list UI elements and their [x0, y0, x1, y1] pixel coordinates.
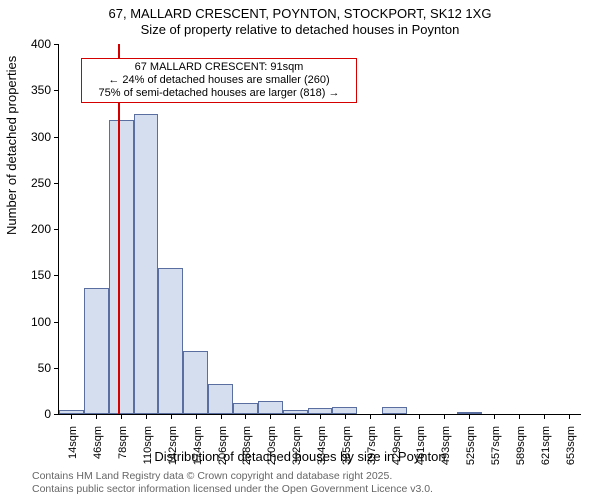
annotation-box: 67 MALLARD CRESCENT: 91sqm ← 24% of deta… — [81, 58, 357, 103]
x-tick-mark — [71, 414, 72, 419]
x-tick-mark — [395, 414, 396, 419]
histogram-bar — [134, 114, 159, 414]
x-tick-mark — [370, 414, 371, 419]
x-tick-mark — [519, 414, 520, 419]
x-tick-mark — [171, 414, 172, 419]
x-tick-mark — [96, 414, 97, 419]
histogram-bar — [208, 384, 233, 414]
x-tick-mark — [146, 414, 147, 419]
x-tick-mark — [544, 414, 545, 419]
x-tick-mark — [295, 414, 296, 419]
histogram-bar — [332, 407, 357, 414]
annotation-line-3: 75% of semi-detached houses are larger (… — [86, 87, 352, 100]
footer: Contains HM Land Registry data © Crown c… — [32, 470, 433, 496]
histogram-bar — [382, 407, 407, 414]
y-tick-mark — [54, 275, 59, 276]
x-tick-mark — [345, 414, 346, 419]
x-tick-mark — [444, 414, 445, 419]
y-tick-mark — [54, 229, 59, 230]
y-tick-mark — [54, 44, 59, 45]
histogram-bar — [84, 288, 109, 414]
footer-line-2: Contains public sector information licen… — [32, 483, 433, 496]
chart-container: 67, MALLARD CRESCENT, POYNTON, STOCKPORT… — [0, 0, 600, 500]
y-tick-mark — [54, 322, 59, 323]
y-tick-mark — [54, 414, 59, 415]
x-tick-mark — [320, 414, 321, 419]
x-tick-mark — [245, 414, 246, 419]
x-tick-mark — [221, 414, 222, 419]
histogram-bar — [109, 120, 134, 414]
histogram-bar — [158, 268, 183, 414]
footer-line-1: Contains HM Land Registry data © Crown c… — [32, 470, 433, 483]
plot-area: 67 MALLARD CRESCENT: 91sqm ← 24% of deta… — [58, 44, 581, 415]
y-tick-mark — [54, 368, 59, 369]
x-tick-mark — [196, 414, 197, 419]
histogram-bar — [183, 351, 208, 414]
x-tick-mark — [494, 414, 495, 419]
histogram-bar — [233, 403, 258, 414]
annotation-line-1: 67 MALLARD CRESCENT: 91sqm — [86, 61, 352, 74]
y-tick-mark — [54, 90, 59, 91]
annotation-line-2: ← 24% of detached houses are smaller (26… — [86, 74, 352, 87]
y-axis-label: Number of detached properties — [4, 56, 19, 235]
x-tick-mark — [569, 414, 570, 419]
x-tick-mark — [121, 414, 122, 419]
y-tick-mark — [54, 137, 59, 138]
x-tick-mark — [270, 414, 271, 419]
y-tick-mark — [54, 183, 59, 184]
chart-title: 67, MALLARD CRESCENT, POYNTON, STOCKPORT… — [0, 6, 600, 38]
title-line-1: 67, MALLARD CRESCENT, POYNTON, STOCKPORT… — [0, 6, 600, 22]
x-axis-label: Distribution of detached houses by size … — [0, 449, 600, 464]
title-line-2: Size of property relative to detached ho… — [0, 22, 600, 38]
x-tick-mark — [469, 414, 470, 419]
histogram-bar — [258, 401, 283, 414]
x-tick-mark — [419, 414, 420, 419]
